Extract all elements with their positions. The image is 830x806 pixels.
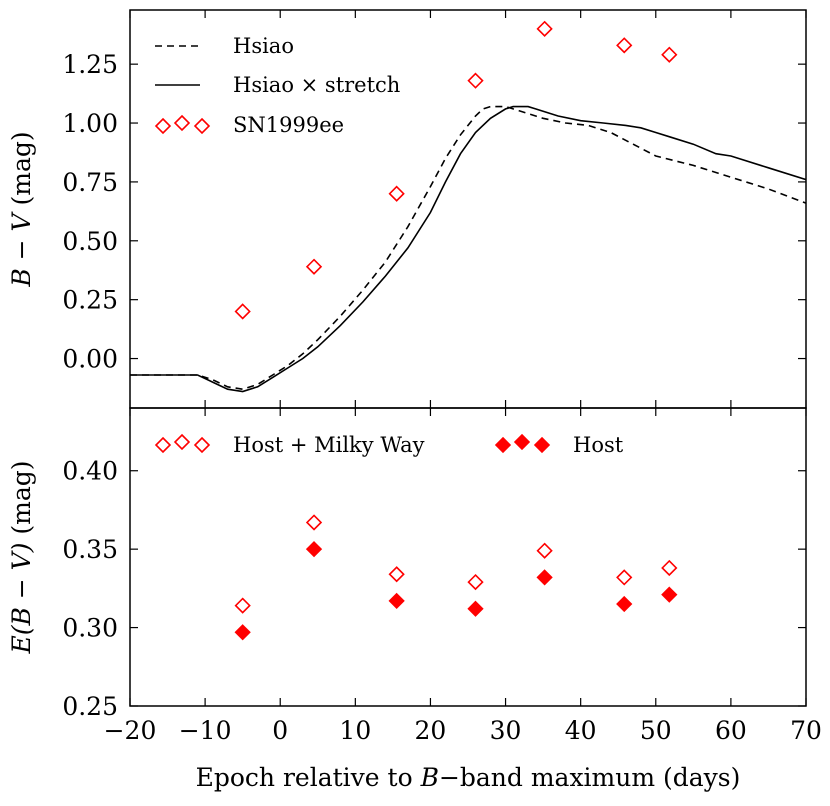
legend-open-diamond [154,117,172,135]
x-tick-label: 40 [565,716,597,745]
sn1999ee-point [616,37,633,54]
x-axis-label: Epoch relative to B−band maximum (days) [196,763,741,792]
bottom-y-axis-label-main: E(B − V) [7,543,36,655]
top-panel-markers [234,20,678,320]
bottom-legend: Host + Milky Way Host [154,433,624,457]
host-milky-way-point [616,569,633,586]
bottom-panel-ticks: 0.25 0.30 0.35 0.40 −20 −10 0 10 20 30 40 50 60 70 [62,408,822,745]
x-axis-label-pre: Epoch relative to [196,763,421,792]
host-milky-way-point [661,559,678,577]
top-legend: Hsiao Hsiao × stretch SN1999ee [154,34,400,137]
top-y-tick-label: 0.25 [62,286,118,315]
legend-sn1999ee-label: SN1999ee [233,113,344,137]
top-y-tick-label: 0.50 [62,227,118,256]
top-y-tick-label: 0.00 [62,345,118,374]
x-tick-label: 30 [490,716,522,745]
host-milky-way-point [305,514,323,531]
host-point [616,595,633,613]
x-tick-label: −20 [104,716,157,745]
legend-filled-diamond [494,436,512,454]
top-panel-frame [129,9,807,409]
legend-open-diamond [173,114,191,132]
legend-host-swatch [494,433,551,454]
color-curve-panel: 0.00 0.25 0.50 0.75 1.00 1.25 Hsiao Hsiao × s… [7,9,807,409]
bottom-y-tick-label: 0.40 [62,457,118,486]
host-point [388,592,405,610]
top-y-axis-label: B − V (mag) [7,131,36,287]
sn1999ee-point [388,185,405,202]
x-tick-label: 50 [640,716,672,745]
legend-filled-diamond [513,433,531,451]
bottom-y-tick-label: 0.30 [62,614,118,643]
host-point [234,624,251,641]
legend-open-diamond [173,433,191,451]
legend-sn1999ee-swatch [154,114,211,135]
sn1999ee-point [536,20,553,37]
legend-host-label: Host [573,433,624,457]
hsiao-stretch-curve [130,105,806,393]
x-tick-label: 70 [790,716,822,745]
x-tick-label: 20 [415,716,447,745]
legend-host-milky-way-swatch [154,433,211,454]
top-y-axis-label-main: B − V [7,210,36,287]
host-point [305,541,323,558]
legend-open-diamond [154,436,172,454]
x-axis-label-b: B [420,763,439,792]
sn1999ee-point [234,303,251,320]
top-y-tick-label: 1.00 [62,109,118,138]
x-axis-label-post: −band maximum (days) [439,763,740,792]
bottom-y-tick-label: 0.35 [62,535,118,564]
bottom-y-tick-label: 0.25 [62,692,118,721]
host-point [536,569,553,586]
legend-host-milky-way-label: Host + Milky Way [233,433,425,457]
x-tick-label: 0 [272,716,288,745]
top-y-tick-label: 0.75 [62,168,118,197]
legend-hsiao-label: Hsiao [233,34,294,58]
host-milky-way-point [388,566,405,583]
x-tick-label: −10 [179,716,232,745]
host-point [661,586,678,603]
sn1999ee-point [305,258,323,275]
bottom-y-axis-label: E(B − V) (mag) [7,460,36,654]
legend-open-diamond [193,117,211,135]
host-milky-way-point [234,597,251,614]
sn1999ee-point [661,46,678,63]
bottom-y-axis-label-unit: (mag) [7,460,36,542]
legend-open-diamond [193,436,211,454]
hsiao-curve [130,105,806,391]
x-tick-label: 60 [715,716,747,745]
legend-filled-diamond [533,436,551,454]
host-milky-way-point [467,573,484,591]
x-tick-label: 10 [339,716,371,745]
reddening-panel: 0.25 0.30 0.35 0.40 −20 −10 0 10 20 30 40 50 60 70 Ho… [7,407,822,745]
top-panel-curves [130,105,806,393]
host-milky-way-point [536,542,553,559]
top-panel-ticks: 0.00 0.25 0.50 0.75 1.00 1.25 [62,10,807,408]
host-point [467,600,484,617]
sn1999ee-point [467,72,484,89]
legend-stretch-label: Hsiao × stretch [233,73,400,97]
top-y-tick-label: 1.25 [62,50,118,79]
bottom-panel-frame [129,407,807,707]
bottom-panel-markers [234,514,678,641]
top-y-axis-label-unit: (mag) [7,131,36,213]
